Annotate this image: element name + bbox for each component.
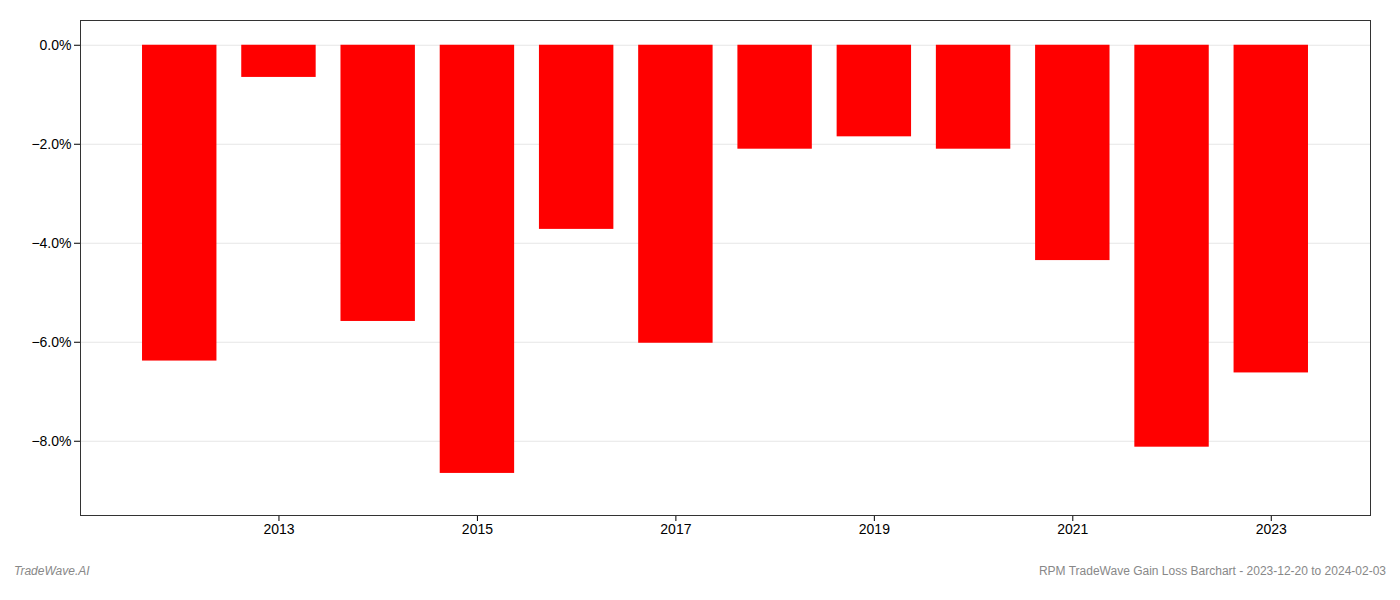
svg-text:2013: 2013 <box>263 521 294 537</box>
svg-text:2015: 2015 <box>462 521 493 537</box>
svg-text:−2.0%: −2.0% <box>31 136 71 152</box>
svg-text:2021: 2021 <box>1057 521 1088 537</box>
svg-text:2019: 2019 <box>859 521 890 537</box>
svg-text:2023: 2023 <box>1256 521 1287 537</box>
html-text:RPM TradeWave Gain Loss Barcha: RPM TradeWave Gain Loss Barchart - 2023-… <box>1038 564 1386 578</box>
svg-text:−6.0%: −6.0% <box>31 334 71 350</box>
svg-text:−4.0%: −4.0% <box>31 235 71 251</box>
svg-text:0.0%: 0.0% <box>40 37 72 53</box>
svg-text:2017: 2017 <box>660 521 691 537</box>
svg-text:−8.0%: −8.0% <box>31 433 71 449</box>
html-text:TradeWave.AI: TradeWave.AI <box>14 564 90 578</box>
